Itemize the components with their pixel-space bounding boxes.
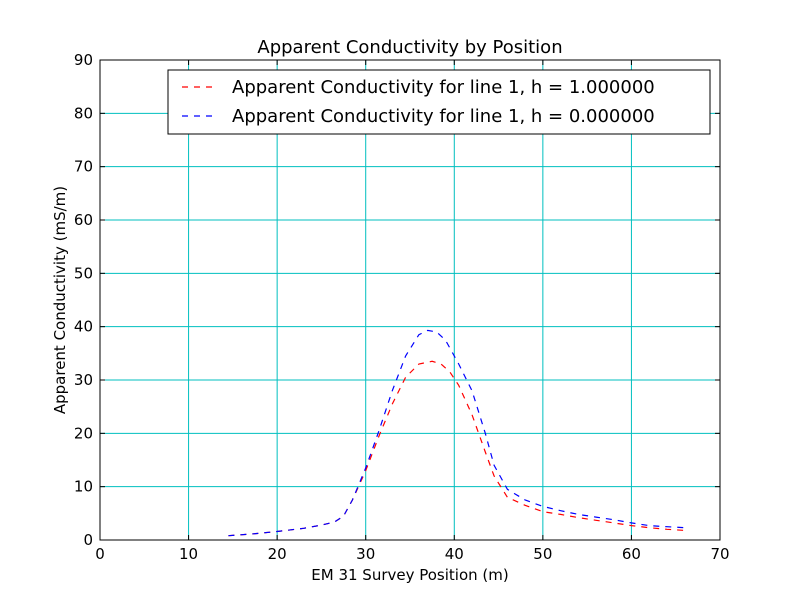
series-line-2	[228, 329, 685, 537]
y-tick-label: 60	[74, 211, 93, 229]
y-tick-label: 70	[74, 158, 93, 176]
y-tick-label: 30	[74, 371, 93, 389]
y-axis-label: Apparent Conductivity (mS/m)	[51, 186, 69, 414]
x-tick-label: 50	[533, 545, 552, 563]
legend-box	[167, 69, 711, 135]
y-tick-label: 40	[74, 318, 93, 336]
x-tick-label: 60	[622, 545, 641, 563]
y-tick-label: 20	[74, 424, 93, 442]
y-tick-label: 50	[74, 264, 93, 282]
x-tick-label: 10	[179, 545, 198, 563]
x-tick-label: 30	[356, 545, 375, 563]
y-tick-label: 10	[74, 478, 93, 496]
plot-area	[100, 60, 720, 540]
legend: Apparent Conductivity for line 1, h = 1.…	[167, 69, 711, 135]
axis-ticks: 0 10 20 30 40 50 60 70 0 10 20 30 40 50 60 70 80 90	[74, 51, 730, 563]
y-tick-label: 90	[74, 51, 93, 69]
chart-title: Apparent Conductivity by Position	[257, 37, 562, 58]
series-lines	[228, 329, 685, 537]
x-tick-label: 0	[95, 545, 105, 563]
y-tick-label: 0	[83, 531, 93, 549]
legend-label-line-1: Apparent Conductivity for line 1, h = 1.…	[232, 77, 655, 98]
plot-frame	[99, 59, 721, 541]
series-line-1	[228, 360, 685, 537]
x-tick-label: 20	[268, 545, 287, 563]
x-axis-label: EM 31 Survey Position (m)	[311, 566, 508, 584]
x-tick-label: 40	[445, 545, 464, 563]
legend-label-line-2: Apparent Conductivity for line 1, h = 0.…	[232, 106, 655, 127]
x-tick-label: 70	[710, 545, 729, 563]
y-tick-label: 80	[74, 104, 93, 122]
